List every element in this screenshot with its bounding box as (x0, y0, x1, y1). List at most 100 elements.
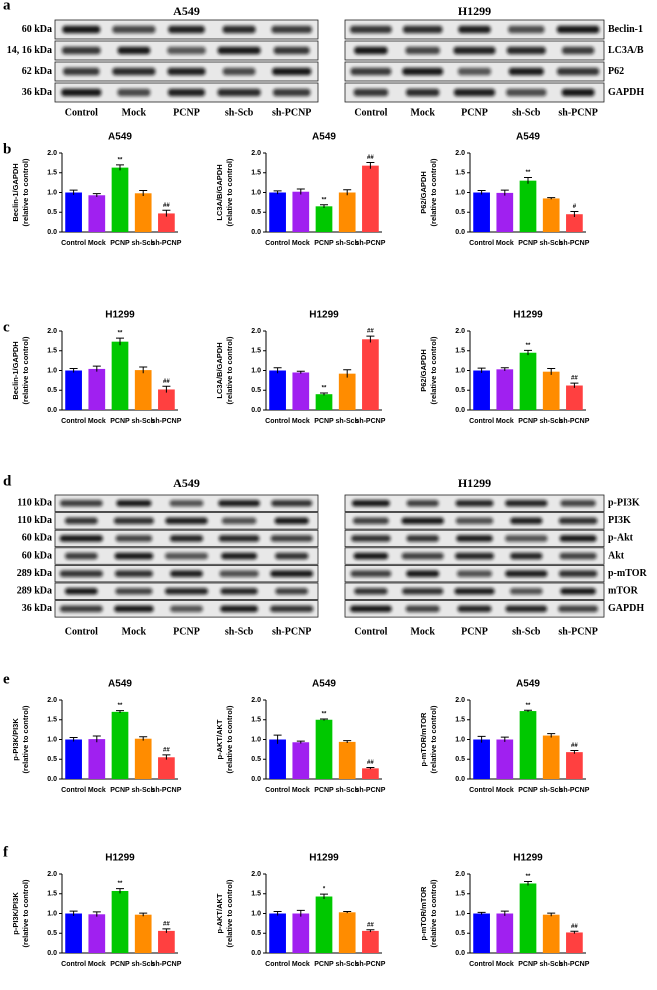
y-tick-label: 1.0 (47, 367, 57, 374)
blot-band (220, 587, 258, 595)
blot-band (168, 25, 205, 34)
error-bar (273, 367, 282, 374)
blot-band (167, 46, 206, 55)
y-axis-label: p-AKT/AKT (215, 719, 224, 759)
blot-band (218, 535, 260, 542)
blot-band (405, 46, 440, 55)
blot-band (170, 570, 203, 577)
blot-band (59, 535, 103, 542)
x-tick-label: PCNP (110, 240, 130, 247)
significance-label: ** (526, 343, 531, 349)
blot-band (510, 552, 543, 560)
y-tick-label: 0.5 (251, 930, 261, 937)
y-tick-label: 1.5 (455, 348, 465, 355)
x-tick-label: Mock (292, 961, 310, 968)
x-tick-label: sh-Scb (336, 240, 359, 247)
bar (88, 195, 106, 232)
error-bar (477, 911, 486, 915)
significance-label: # (573, 204, 577, 210)
bar (542, 371, 560, 410)
bar (496, 369, 514, 410)
y-axis-label: p-mTOR/mTOR (419, 712, 428, 766)
bar (111, 890, 129, 953)
bar (566, 214, 583, 232)
error-bar (366, 929, 375, 933)
blot-band (222, 67, 256, 76)
chart-title: A549 (108, 132, 132, 143)
significance-label: ** (118, 157, 123, 163)
y-tick-label: 1.0 (251, 910, 261, 917)
error-bar (547, 197, 556, 200)
blot-band (455, 499, 494, 507)
x-tick-label: sh-Scb (336, 961, 359, 968)
blot-band (353, 552, 389, 560)
blot-band (350, 570, 392, 577)
blot-band (402, 67, 444, 76)
y-tick-label: 1.0 (47, 910, 57, 917)
blot-title: H1299 (458, 476, 491, 490)
y-tick-label: 0.0 (251, 776, 261, 783)
blot-band (454, 587, 495, 595)
y-tick-label: 2.0 (455, 871, 465, 878)
chart-title: H1299 (309, 310, 339, 321)
blot-band (559, 552, 597, 560)
error-bar (343, 911, 352, 914)
bar (338, 373, 356, 410)
y-axis-label: p-PI3K/PI3K (11, 718, 20, 761)
blot-band (272, 67, 312, 76)
x-tick-label: Control (469, 787, 494, 794)
y-tick-label: 0.5 (455, 209, 465, 216)
blot-band (170, 605, 203, 613)
blot-band (561, 46, 595, 55)
bar (292, 372, 310, 410)
lane-label: Mock (410, 107, 435, 118)
x-tick-label: sh-Scb (540, 961, 563, 968)
error-bar (92, 735, 101, 743)
bar (158, 213, 175, 232)
bar (111, 167, 129, 232)
marker-label: 14, 16 kDa (7, 45, 52, 56)
blot-band (169, 499, 204, 507)
x-tick-label: PCNP (110, 418, 130, 425)
error-bar (273, 734, 282, 744)
y-tick-label: 2.0 (47, 150, 57, 157)
chart-title: A549 (516, 679, 540, 690)
blot-band (59, 570, 103, 577)
error-bar (116, 337, 124, 346)
bar (88, 368, 106, 410)
panel-label: a (3, 0, 11, 13)
y-tick-label: 0.5 (47, 387, 57, 394)
y-tick-label: 1.0 (47, 189, 57, 196)
blot-band (505, 570, 548, 577)
bar (158, 389, 175, 410)
error-bar (500, 367, 509, 371)
y-tick-label: 2.0 (455, 328, 465, 335)
error-bar (162, 209, 171, 217)
x-tick-label: PCNP (110, 961, 130, 968)
y-tick-label: 1.5 (47, 891, 57, 898)
x-tick-label: sh-PCNP (559, 240, 589, 247)
marker-label: 60 kDa (22, 550, 52, 561)
blot-band (117, 46, 151, 55)
y-tick-label: 1.0 (455, 367, 465, 374)
x-tick-label: sh-PCNP (355, 961, 385, 968)
y-axis-label: Beclin-1/GAPDH (11, 341, 20, 399)
y-axis-label: (relative to control) (429, 158, 438, 226)
x-tick-label: sh-PCNP (151, 418, 181, 425)
blot-band (354, 46, 388, 55)
error-bar (477, 735, 486, 743)
error-bar (477, 190, 486, 195)
y-tick-label: 0.0 (47, 229, 57, 236)
error-bar (92, 365, 101, 372)
y-axis-label: Beclin-1/GAPDH (11, 163, 20, 221)
x-tick-label: Control (469, 240, 494, 247)
error-bar (570, 382, 579, 388)
error-bar (547, 368, 556, 375)
x-tick-label: sh-PCNP (355, 418, 385, 425)
blot-band (273, 88, 311, 97)
significance-label: ** (118, 703, 123, 709)
blot-title: H1299 (458, 4, 491, 18)
significance-label: ** (526, 170, 531, 176)
blot-band (558, 605, 598, 613)
x-tick-label: PCNP (518, 787, 538, 794)
